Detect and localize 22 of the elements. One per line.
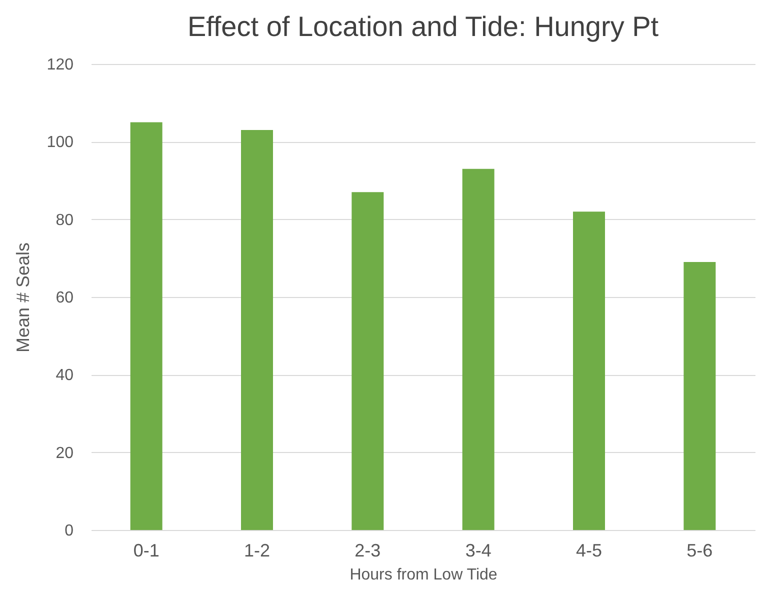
x-tick-label: 0-1 [133, 540, 160, 560]
y-tick-label: 20 [56, 444, 74, 462]
x-tick-label: 2-3 [354, 540, 381, 560]
bar [241, 130, 273, 530]
y-tick-label: 100 [46, 134, 74, 152]
bar [684, 262, 716, 530]
x-tick-label: 3-4 [465, 540, 492, 560]
y-tick-label: 80 [56, 212, 74, 229]
y-axis-title: Mean # Seals [12, 242, 33, 353]
bar [352, 192, 384, 530]
y-tick-label: 120 [46, 56, 74, 74]
x-axis-title: Hours from Low Tide [350, 566, 498, 584]
x-tick-label: 5-6 [686, 540, 713, 560]
y-tick-label: 0 [64, 522, 74, 540]
y-tick-label: 60 [56, 290, 74, 306]
bar [130, 122, 162, 530]
x-tick-label: 1-2 [244, 540, 270, 560]
x-tick-label: 4-5 [576, 540, 602, 560]
y-tick-label: 40 [56, 367, 74, 384]
bar [462, 168, 494, 530]
chart-title: Effect of Location and Tide: Hungry Pt [187, 11, 659, 42]
bar [573, 212, 605, 530]
